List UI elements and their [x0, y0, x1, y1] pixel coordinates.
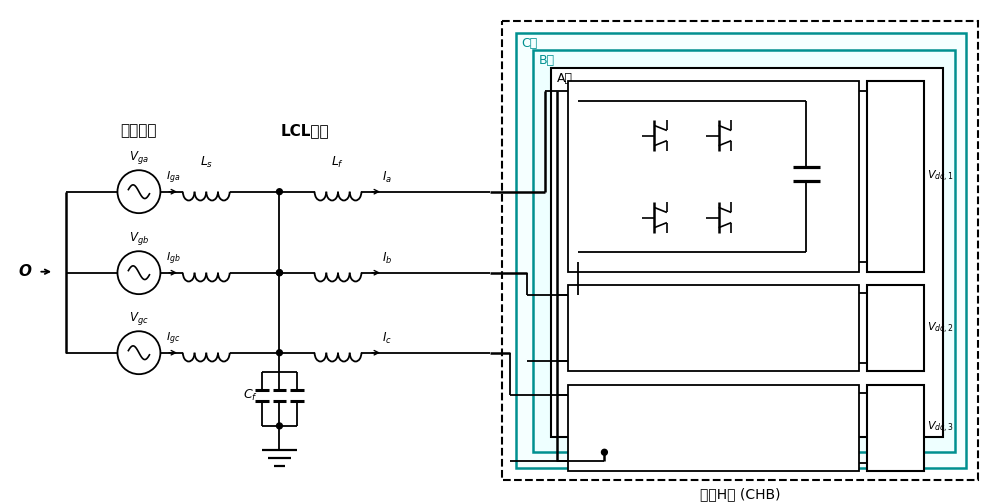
Text: $I_a$: $I_a$ — [382, 170, 392, 185]
Bar — [568, 82, 859, 272]
Bar — [533, 50, 955, 452]
Text: $I_{gb}$: $I_{gb}$ — [166, 250, 180, 267]
Text: H桥3: H桥3 — [700, 421, 727, 434]
Text: $I_c$: $I_c$ — [382, 331, 392, 346]
Text: B相: B相 — [539, 54, 555, 67]
Text: $I_{gc}$: $I_{gc}$ — [166, 331, 180, 347]
Bar — [502, 21, 978, 480]
Text: $V_{dc,1}$: $V_{dc,1}$ — [927, 169, 954, 184]
Text: $V_{gc}$: $V_{gc}$ — [129, 310, 149, 327]
Text: $I_b$: $I_b$ — [382, 251, 392, 266]
Text: 电
池: 电 池 — [892, 414, 899, 442]
Text: H桥1: H桥1 — [700, 87, 727, 100]
Text: LCL滤波: LCL滤波 — [281, 123, 329, 138]
Text: A相: A相 — [557, 72, 573, 85]
Text: N: N — [599, 460, 610, 474]
Circle shape — [277, 350, 282, 356]
Bar — [867, 285, 924, 371]
Circle shape — [277, 189, 282, 195]
Text: O: O — [18, 264, 31, 279]
Circle shape — [601, 450, 607, 455]
Text: $C_f$: $C_f$ — [243, 388, 258, 403]
Bar — [568, 385, 859, 471]
Text: $L_f$: $L_f$ — [331, 155, 345, 170]
Text: 交流电网: 交流电网 — [121, 123, 157, 138]
Text: H桥2: H桥2 — [700, 322, 727, 335]
Bar — [867, 385, 924, 471]
Bar — [516, 33, 966, 468]
Text: $V_{dc,3}$: $V_{dc,3}$ — [927, 420, 955, 435]
Bar — [551, 68, 943, 436]
Bar — [867, 82, 924, 272]
Text: $L_s$: $L_s$ — [200, 155, 213, 170]
Text: 电
池: 电 池 — [892, 163, 899, 191]
Circle shape — [277, 270, 282, 276]
Text: 级联H桥 (CHB): 级联H桥 (CHB) — [700, 487, 780, 501]
Bar — [568, 285, 859, 371]
Text: 电
池: 电 池 — [892, 314, 899, 342]
Text: $V_{dc,2}$: $V_{dc,2}$ — [927, 321, 954, 336]
Text: $V_{ga}$: $V_{ga}$ — [129, 149, 149, 166]
Text: $V_{gb}$: $V_{gb}$ — [129, 230, 149, 247]
Text: C相: C相 — [521, 36, 538, 49]
Circle shape — [277, 423, 282, 429]
Text: $I_{ga}$: $I_{ga}$ — [166, 169, 180, 186]
Circle shape — [277, 270, 282, 276]
